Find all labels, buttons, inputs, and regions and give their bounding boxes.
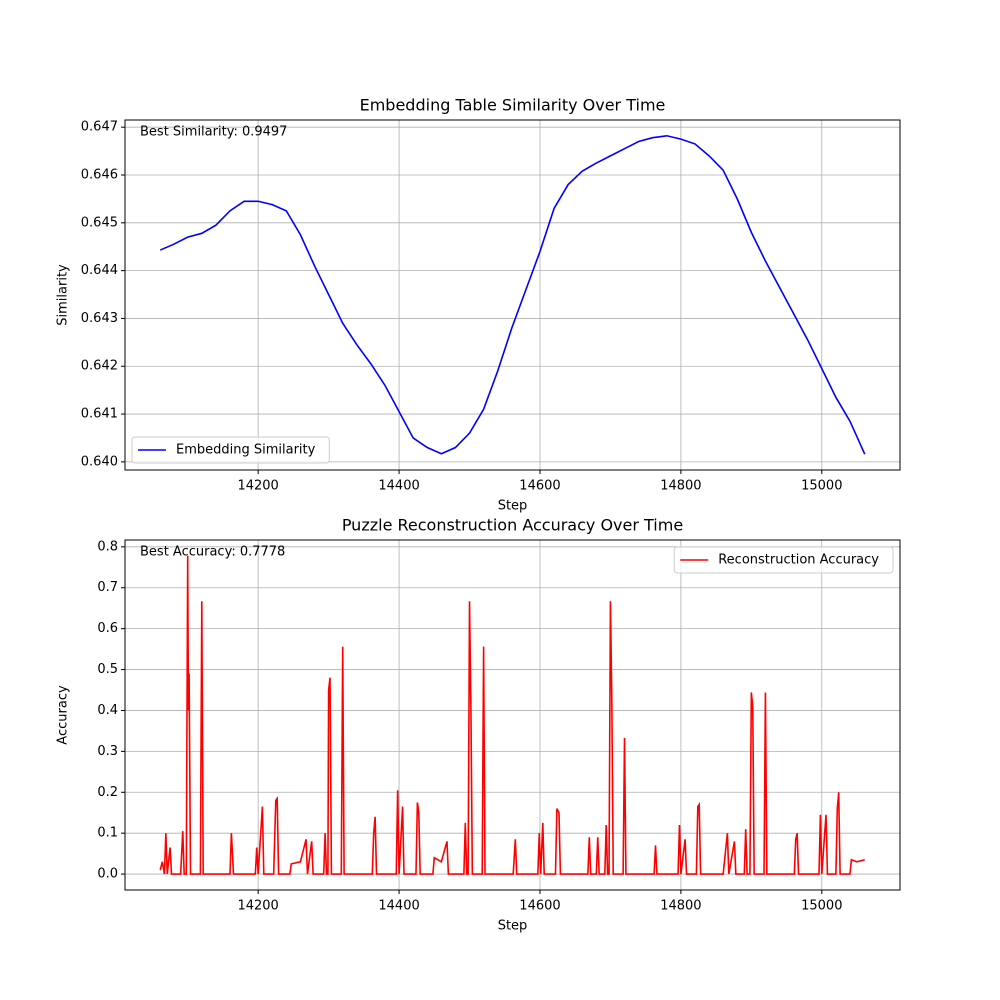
x-tick-label: 15000 [801,899,842,914]
x-tick-label: 15000 [801,479,842,494]
legend-label: Reconstruction Accuracy [718,553,879,568]
y-tick-label: 0.641 [81,407,118,422]
y-tick-label: 0.0 [97,867,118,882]
y-tick-label: 0.643 [81,311,118,326]
subplot: 14200 14400 14600 14800 15000 0.640 0.641 0.642… [56,96,901,514]
y-tick-label: 0.647 [81,120,118,135]
y-tick-label: 0.5 [97,662,118,677]
y-tick-label: 0.3 [97,744,118,759]
plot-area [125,540,900,890]
annotation: Best Accuracy: 0.7778 [140,545,285,560]
chart-title: Puzzle Reconstruction Accuracy Over Time [342,516,683,535]
legend-box [673,546,894,574]
x-axis-label: Step [498,919,528,934]
subplot: 14200 14400 14600 14800 15000 0.0 0.1 0.2 0.3 0.4… [56,516,901,934]
data-line [159,555,865,875]
x-tick-label: 14200 [237,899,278,914]
legend-label: Embedding Similarity [176,443,316,458]
plot-area [125,120,900,470]
data-line [159,134,866,455]
y-tick-label: 0.645 [81,215,118,230]
chart-title: Embedding Table Similarity Over Time [360,96,666,115]
y-tick-label: 0.640 [81,454,118,469]
y-axis-label: Similarity [56,264,71,326]
x-tick-label: 14400 [378,899,419,914]
x-axis-label: Step [498,499,528,514]
y-tick-label: 0.1 [97,826,118,841]
x-tick-label: 14600 [519,479,560,494]
y-tick-label: 0.646 [81,167,118,182]
x-tick-label: 14600 [519,899,560,914]
legend: Reconstruction Accuracy [673,546,894,574]
y-tick-label: 0.642 [81,359,118,374]
annotation: Best Similarity: 0.9497 [140,125,287,140]
legend-box [131,436,330,464]
y-tick-label: 0.2 [97,785,118,800]
y-tick-label: 0.4 [97,703,118,718]
y-tick-label: 0.8 [97,539,118,554]
y-tick-label: 0.7 [97,580,118,595]
axes-frame [124,119,901,471]
x-tick-label: 14800 [660,479,701,494]
y-tick-label: 0.644 [81,263,118,278]
y-tick-label: 0.6 [97,621,118,636]
legend: Embedding Similarity [131,436,330,464]
x-tick-label: 14200 [237,479,278,494]
axes-frame [124,539,901,891]
x-tick-label: 14800 [660,899,701,914]
y-axis-label: Accuracy [56,685,71,745]
x-tick-label: 14400 [378,479,419,494]
